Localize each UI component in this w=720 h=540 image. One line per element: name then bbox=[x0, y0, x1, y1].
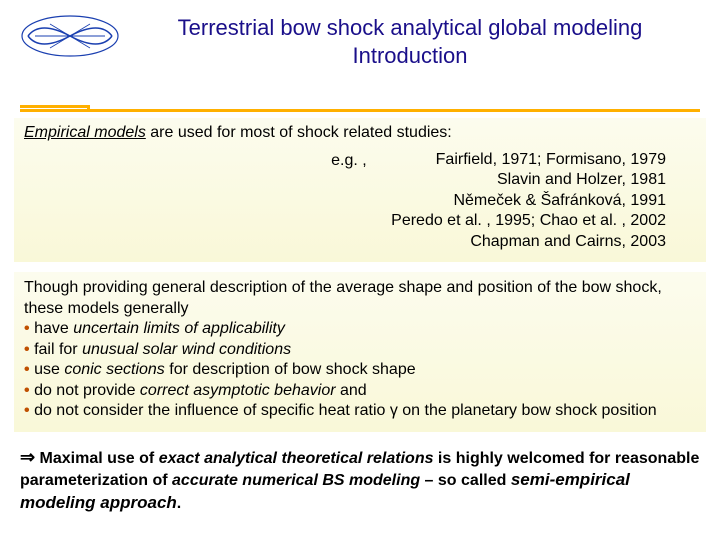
references-block: e.g. , Fairfield, 1971; Formisano, 1979 … bbox=[24, 150, 696, 252]
ref-line: Němeček & Šafránková, 1991 bbox=[391, 191, 666, 211]
logo bbox=[20, 12, 120, 60]
logo-svg bbox=[20, 12, 120, 60]
conclusion: ⇒ Maximal use of exact analytical theore… bbox=[20, 446, 700, 515]
intro-underlined: Empirical models bbox=[24, 124, 146, 141]
references-list: Fairfield, 1971; Formisano, 1979 Slavin … bbox=[391, 150, 666, 252]
bullet-icon: • bbox=[24, 402, 30, 419]
bullet-icon: • bbox=[24, 320, 30, 337]
bullet-icon: • bbox=[24, 341, 30, 358]
limitations-lead: Though providing general description of … bbox=[24, 278, 696, 319]
bullet-line: • use conic sections for description of … bbox=[24, 360, 696, 380]
arrow-icon: ⇒ bbox=[20, 447, 35, 467]
title-line-1: Terrestrial bow shock analytical global … bbox=[120, 14, 700, 42]
header: Terrestrial bow shock analytical global … bbox=[0, 0, 720, 73]
eg-label: e.g. , bbox=[331, 150, 391, 252]
bullet-line: • fail for unusual solar wind conditions bbox=[24, 340, 696, 360]
bullet-icon: • bbox=[24, 361, 30, 378]
title-line-2: Introduction bbox=[120, 42, 700, 70]
bullet-line: • do not consider the influence of speci… bbox=[24, 401, 696, 421]
intro-rest: are used for most of shock related studi… bbox=[146, 124, 452, 141]
divider-bar bbox=[20, 109, 700, 112]
ref-line: Fairfield, 1971; Formisano, 1979 bbox=[391, 150, 666, 170]
title-block: Terrestrial bow shock analytical global … bbox=[120, 12, 700, 69]
empirical-models-box: Empirical models are used for most of sh… bbox=[14, 118, 706, 262]
bullet-icon: • bbox=[24, 382, 30, 399]
ref-line: Peredo et al. , 1995; Chao et al. , 2002 bbox=[391, 211, 666, 231]
limitations-box: Though providing general description of … bbox=[14, 272, 706, 431]
bullet-line: • have uncertain limits of applicability bbox=[24, 319, 696, 339]
ref-line: Chapman and Cairns, 2003 bbox=[391, 232, 666, 252]
bullet-line: • do not provide correct asymptotic beha… bbox=[24, 381, 696, 401]
empirical-intro: Empirical models are used for most of sh… bbox=[24, 124, 696, 142]
ref-line: Slavin and Holzer, 1981 bbox=[391, 170, 666, 190]
